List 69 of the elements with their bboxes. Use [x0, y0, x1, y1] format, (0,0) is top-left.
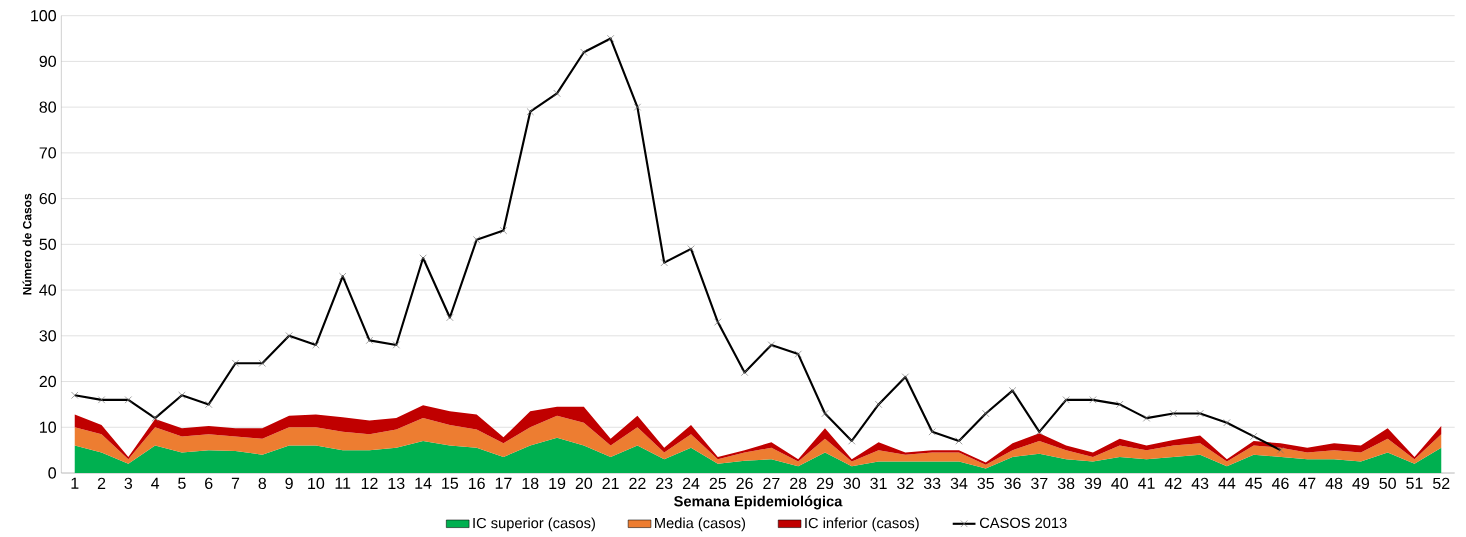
x-tick-label: 16 — [468, 477, 485, 490]
y-tick-label: 10 — [40, 421, 57, 433]
y-tick-label: 60 — [39, 192, 57, 205]
x-tick-label: 30 — [843, 477, 861, 490]
x-tick-label: 15 — [442, 477, 459, 489]
x-tick-label: 31 — [870, 477, 887, 490]
x-tick-label: 24 — [682, 477, 700, 489]
x-tick-label: 39 — [1084, 477, 1102, 490]
y-tick-label: 70 — [39, 147, 57, 159]
legend-label: CASOS 2013 — [979, 517, 1067, 529]
y-tick-label: 0 — [48, 467, 57, 479]
x-tick-label: 11 — [335, 477, 351, 489]
x-tick-label: 21 — [602, 477, 619, 489]
x-tick-label: 17 — [495, 477, 512, 489]
x-tick-label: 26 — [736, 477, 753, 490]
x-tick-label: 29 — [816, 477, 834, 490]
x-tick-label: 44 — [1218, 477, 1236, 489]
x-tick-label: 25 — [709, 477, 727, 490]
x-tick-label: 12 — [361, 477, 378, 489]
x-tick-label: 38 — [1057, 477, 1075, 490]
x-tick-label: 47 — [1298, 477, 1316, 489]
y-tick-label: 90 — [39, 55, 57, 68]
y-tick-label: 30 — [39, 330, 57, 342]
x-tick-label: 27 — [763, 477, 780, 489]
x-tick-label: 23 — [656, 477, 673, 490]
x-tick-label: 1 — [71, 477, 79, 489]
x-tick-label: 19 — [549, 477, 566, 490]
x-tick-label: 9 — [285, 477, 293, 490]
x-axis-title: Semana Epidemiológica — [674, 495, 843, 510]
x-tick-label: 6 — [205, 477, 213, 490]
x-tick-label: 20 — [575, 477, 593, 490]
x-tick-label: 3 — [124, 477, 133, 490]
y-axis-title: Número de Casos — [22, 193, 32, 295]
x-tick-label: 40 — [1111, 477, 1128, 490]
x-tick-label: 14 — [415, 477, 432, 489]
x-tick-label: 32 — [897, 477, 914, 490]
x-tick-label: 18 — [522, 477, 539, 490]
x-tick-label: 51 — [1406, 477, 1423, 489]
x-tick-label: 4 — [151, 477, 160, 489]
x-tick-label: 37 — [1031, 477, 1048, 490]
x-tick-label: 36 — [1004, 477, 1021, 490]
x-tick-label: 50 — [1379, 477, 1396, 490]
legend-label: IC inferior (casos) — [805, 517, 919, 532]
x-tick-label: 10 — [308, 477, 325, 490]
x-tick-label: 22 — [629, 477, 646, 489]
x-tick-label: 52 — [1433, 477, 1450, 490]
legend-label: IC superior (casos) — [473, 517, 595, 532]
x-tick-label: 7 — [231, 477, 240, 489]
x-tick-label: 35 — [977, 477, 994, 490]
x-tick-label: 8 — [258, 477, 267, 490]
x-tick-label: 34 — [950, 477, 968, 490]
x-tick-label: 45 — [1245, 477, 1262, 489]
x-tick-label: 48 — [1325, 477, 1343, 490]
x-tick-label: 41 — [1138, 477, 1155, 489]
legend-label: Media (casos) — [655, 517, 746, 532]
y-tick-label: 80 — [39, 101, 57, 113]
x-tick-label: 5 — [178, 477, 186, 489]
x-tick-label: 46 — [1271, 477, 1289, 490]
x-tick-label: 49 — [1352, 477, 1370, 490]
x-tick-label: 28 — [790, 477, 807, 490]
x-tick-label: 42 — [1164, 477, 1182, 489]
x-tick-label: 43 — [1191, 477, 1209, 490]
y-tick-label: 100 — [31, 10, 57, 22]
x-tick-label: 33 — [923, 477, 941, 490]
y-tick-label: 40 — [39, 284, 57, 296]
y-tick-label: 20 — [39, 375, 57, 388]
y-tick-label: 50 — [39, 238, 57, 250]
x-tick-label: 2 — [97, 477, 106, 489]
x-tick-label: 13 — [388, 477, 405, 490]
